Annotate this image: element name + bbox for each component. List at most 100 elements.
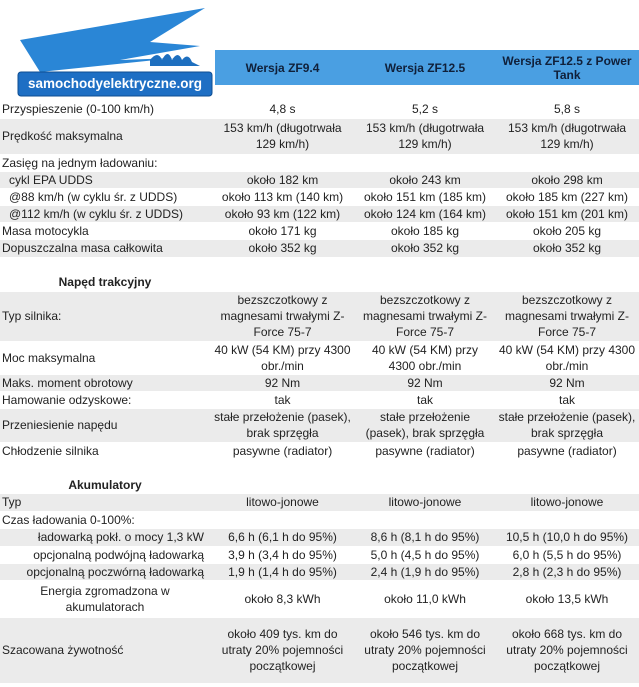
row: Energia zgromadzona w akumulatorach około… [0, 580, 639, 618]
cell: około 13,5 kWh [495, 580, 639, 618]
spacer-row [0, 460, 639, 477]
column-header: Wersja ZF12.5 z Power Tank [502, 53, 632, 82]
row-label: Przyspieszenie (0-100 km/h) [0, 100, 210, 119]
row-label: Moc maksymalna [0, 341, 210, 375]
row-label: Dopuszczalna masa całkowita [0, 239, 210, 258]
row: Prędkość maksymalna 153 km/h (długotrwała… [0, 118, 639, 155]
logo-text: samochodyelektryczne.org [28, 76, 202, 91]
cell: 40 kW (54 KM) przy 4300 obr./min [210, 341, 355, 375]
row: ładowarką pokł. o mocy 1,3 kW 6,6 h (6,1 … [0, 528, 639, 547]
row: Masa motocykla około 171 kg około 185 kg ok… [0, 222, 639, 240]
cell: 40 kW (54 KM) przy 4300 obr./min [355, 341, 495, 375]
row-label: Szacowana żywotność [0, 617, 210, 684]
row: Moc maksymalna 40 kW (54 KM) przy 4300 ob… [0, 341, 639, 375]
cell: 1,9 h (1,4 h do 95%) [210, 563, 355, 581]
row-label: ładowarką pokł. o mocy 1,3 kW [0, 528, 210, 547]
logo-swoosh [20, 8, 205, 72]
cell: pasywne (radiator) [355, 442, 495, 461]
empty [210, 273, 639, 292]
spacer-row [0, 257, 639, 274]
row: Typ silnika: bezszczotkowy z magnesami tr… [0, 291, 639, 342]
cell: 10,5 h (10,0 h do 95%) [495, 528, 639, 547]
cell: 8,6 h (8,1 h do 95%) [355, 528, 495, 547]
row: Zasięg na jednym ładowaniu: [0, 154, 639, 172]
cell: litowo-jonowe [495, 493, 639, 512]
cell: 153 km/h (długotrwała 129 km/h) [495, 118, 639, 155]
cell: około 8,3 kWh [210, 580, 355, 618]
row: Czas ładowania 0-100%: [0, 511, 639, 529]
row-label: Chłodzenie silnika [0, 442, 210, 461]
row: @88 km/h (w cyklu śr. z UDDS) około 113 k… [0, 188, 639, 206]
cell: tak [495, 391, 639, 409]
cell: około 171 kg [210, 222, 355, 240]
cell: pasywne (radiator) [210, 442, 355, 461]
cell: około 185 km (227 km) [495, 188, 639, 206]
header: Wersja ZF9.4 Wersja ZF12.5 Wersja ZF12.5… [0, 0, 639, 100]
row: Szacowana żywotność około 409 tys. km do … [0, 617, 639, 684]
row: Przyspieszenie (0-100 km/h) 4,8 s 5,2 s 5,8… [0, 100, 639, 119]
spacer [0, 460, 639, 477]
section-row: Akumulatory [0, 476, 639, 494]
cell: około 409 tys. km do utraty 20% pojemnoś… [210, 617, 355, 684]
cell: stałe przełożenie (pasek), brak sprzęgła [355, 408, 495, 443]
row-label: Masa motocykla [0, 222, 210, 240]
row-label: Maks. moment obrotowy [0, 374, 210, 392]
column-header: Wersja ZF9.4 [245, 60, 320, 75]
cell: około 113 km (140 km) [210, 188, 355, 206]
cell: około 151 km (185 km) [355, 188, 495, 206]
cell: litowo-jonowe [355, 493, 495, 512]
cell: 92 Nm [210, 374, 355, 392]
column-header: Wersja ZF12.5 [384, 60, 466, 75]
row-label: @88 km/h (w cyklu śr. z UDDS) [0, 188, 210, 206]
row-label: Czas ładowania 0-100%: [0, 511, 639, 529]
cell: stałe przełożenie (pasek), brak sprzęgła [210, 408, 355, 443]
cell: około 151 km (201 km) [495, 205, 639, 223]
logo-plate [17, 71, 213, 97]
row: opcjonalną podwójną ładowarką 3,9 h (3,4 … [0, 546, 639, 564]
row-label: Typ silnika: [0, 291, 210, 342]
row: Dopuszczalna masa całkowita około 352 kg o… [0, 239, 639, 258]
row-label: Zasięg na jednym ładowaniu: [0, 154, 639, 172]
cell: 153 km/h (długotrwała 129 km/h) [355, 118, 495, 155]
section-title: Napęd trakcyjny [0, 273, 210, 292]
cell: około 243 km [355, 171, 495, 189]
logo-flame [150, 54, 200, 66]
cell: 153 km/h (długotrwała 129 km/h) [210, 118, 355, 155]
cell: około 352 kg [495, 239, 639, 258]
cell: 2,4 h (1,9 h do 95%) [355, 563, 495, 581]
cell: około 298 km [495, 171, 639, 189]
cell: 4,8 s [210, 100, 355, 119]
cell: tak [210, 391, 355, 409]
cell: 5,8 s [495, 100, 639, 119]
cell: bezszczotkowy z magnesami trwałymi Z-For… [495, 291, 639, 342]
cell: 3,9 h (3,4 h do 95%) [210, 546, 355, 564]
cell: tak [355, 391, 495, 409]
row-label: Hamowanie odzyskowe: [0, 391, 210, 409]
empty [210, 476, 639, 494]
cell: pasywne (radiator) [495, 442, 639, 461]
row-label: Energia zgromadzona w akumulatorach [0, 580, 210, 618]
cell: 40 kW (54 KM) przy 4300 obr./min [495, 341, 639, 375]
cell: bezszczotkowy z magnesami trwałymi Z-For… [210, 291, 355, 342]
cell: około 205 kg [495, 222, 639, 240]
row-label: Przeniesienie napędu [0, 408, 210, 443]
cell: 5,0 h (4,5 h do 95%) [355, 546, 495, 564]
cell: litowo-jonowe [210, 493, 355, 512]
cell: około 185 kg [355, 222, 495, 240]
cell: stałe przełożenie (pasek), brak sprzęgła [495, 408, 639, 443]
cell: około 352 kg [355, 239, 495, 258]
cell: 6,0 h (5,5 h do 95%) [495, 546, 639, 564]
logo[interactable]: samochodyelektryczne.org [0, 0, 216, 100]
cell: około 93 km (122 km) [210, 205, 355, 223]
section-row: Napęd trakcyjny [0, 273, 639, 292]
cell: około 182 km [210, 171, 355, 189]
row-label: cykl EPA UDDS [0, 171, 210, 189]
cell: około 668 tys. km do utraty 20% pojemnoś… [495, 617, 639, 684]
cell: 92 Nm [495, 374, 639, 392]
row: Typ litowo-jonowe litowo-jonowe litowo-jono… [0, 493, 639, 512]
cell: 5,2 s [355, 100, 495, 119]
spacer [0, 257, 639, 274]
row: Przeniesienie napędu stałe przełożenie (p… [0, 408, 639, 443]
row-label: Prędkość maksymalna [0, 118, 210, 155]
cell: 92 Nm [355, 374, 495, 392]
